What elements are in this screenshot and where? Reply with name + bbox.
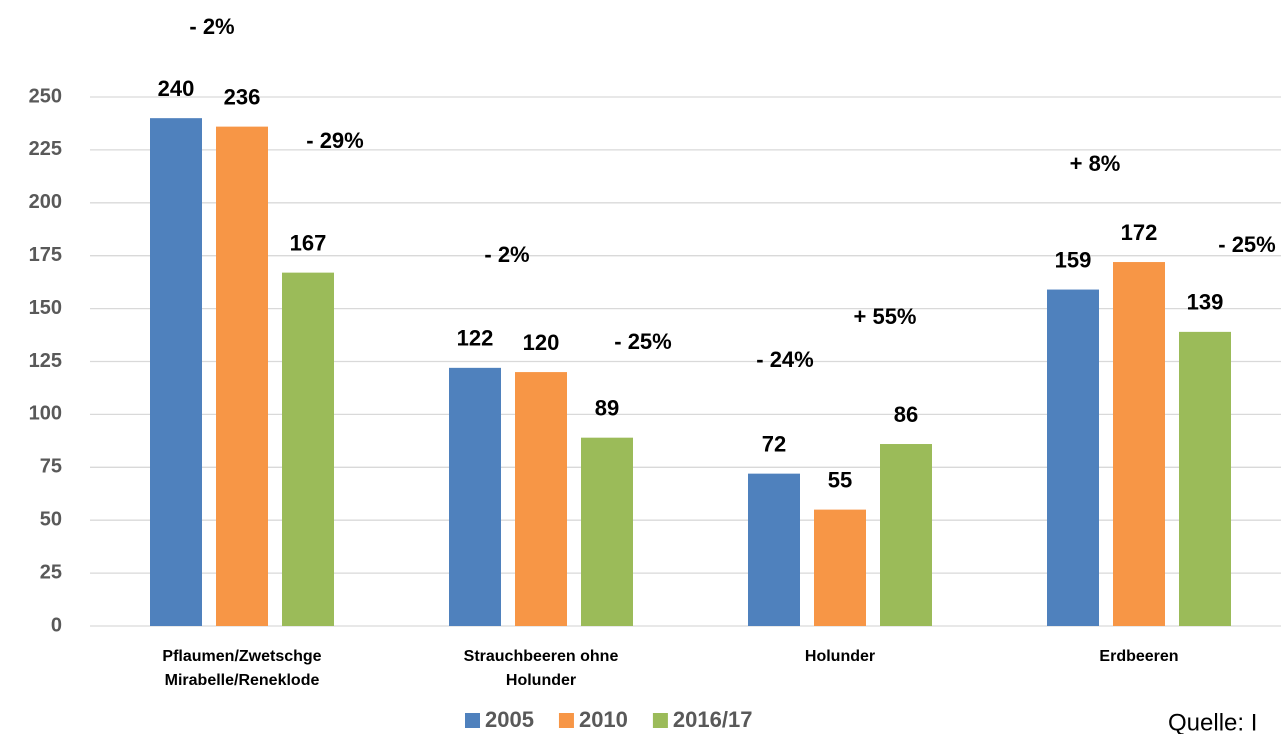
source: Quelle: I (1168, 709, 1257, 734)
y-tick-label: 25 (40, 561, 62, 583)
y-tick-label: 225 (29, 138, 62, 160)
annotation: - 2% (484, 242, 529, 267)
y-tick-label: 250 (29, 85, 62, 107)
value-label: 120 (523, 330, 560, 355)
y-tick-label: 150 (29, 297, 62, 319)
value-label: 139 (1187, 290, 1224, 315)
value-label: 236 (224, 84, 261, 109)
bar (1047, 289, 1099, 626)
value-label: 172 (1121, 220, 1158, 245)
legend-swatch (652, 713, 668, 728)
y-tick-label: 75 (40, 456, 62, 478)
legend-swatch (558, 713, 574, 728)
annotation: + 55% (854, 304, 917, 329)
bar (216, 126, 268, 627)
bar (880, 444, 932, 626)
y-tick-label: 100 (29, 403, 62, 425)
bar (515, 372, 567, 626)
value-label: 55 (828, 467, 852, 492)
bar (814, 509, 866, 626)
legend-label: 2016/17 (673, 707, 753, 732)
bar (150, 118, 202, 626)
annotation: - 25% (614, 329, 671, 354)
y-tick-label: 175 (29, 244, 62, 266)
x-tick-label: Erdbeeren (1099, 648, 1179, 665)
legend-label: 2005 (485, 707, 534, 732)
legend-label: 2010 (579, 707, 628, 732)
value-label: 167 (290, 230, 327, 255)
x-tick-label: Strauchbeeren ohne Holunder (463, 648, 619, 689)
legend-swatch (465, 713, 480, 728)
annotation: - 24% (756, 347, 813, 372)
y-tick-label: 200 (29, 191, 62, 213)
x-tick-label: Pflaumen/Zwetschge Mirabelle/Reneklode (162, 648, 322, 689)
bar (449, 367, 501, 626)
value-label: 240 (158, 76, 195, 101)
x-tick-label: Holunder (804, 648, 876, 665)
value-label: 89 (595, 395, 619, 420)
bar (748, 473, 800, 626)
annotation: + 8% (1070, 151, 1121, 176)
y-tick-label: 50 (40, 508, 62, 530)
annotation: - 2% (189, 14, 234, 39)
y-tick-label: 0 (51, 614, 62, 636)
bar (581, 437, 633, 626)
value-label: 159 (1055, 247, 1092, 272)
bar (1179, 331, 1231, 626)
y-tick-label: 125 (29, 350, 62, 372)
bar (1113, 262, 1165, 626)
value-label: 72 (762, 431, 786, 456)
annotation: - 25% (1218, 232, 1275, 257)
bar (282, 272, 334, 626)
value-label: 122 (457, 326, 494, 351)
value-label: 86 (894, 402, 918, 427)
annotation: - 29% (306, 128, 363, 153)
